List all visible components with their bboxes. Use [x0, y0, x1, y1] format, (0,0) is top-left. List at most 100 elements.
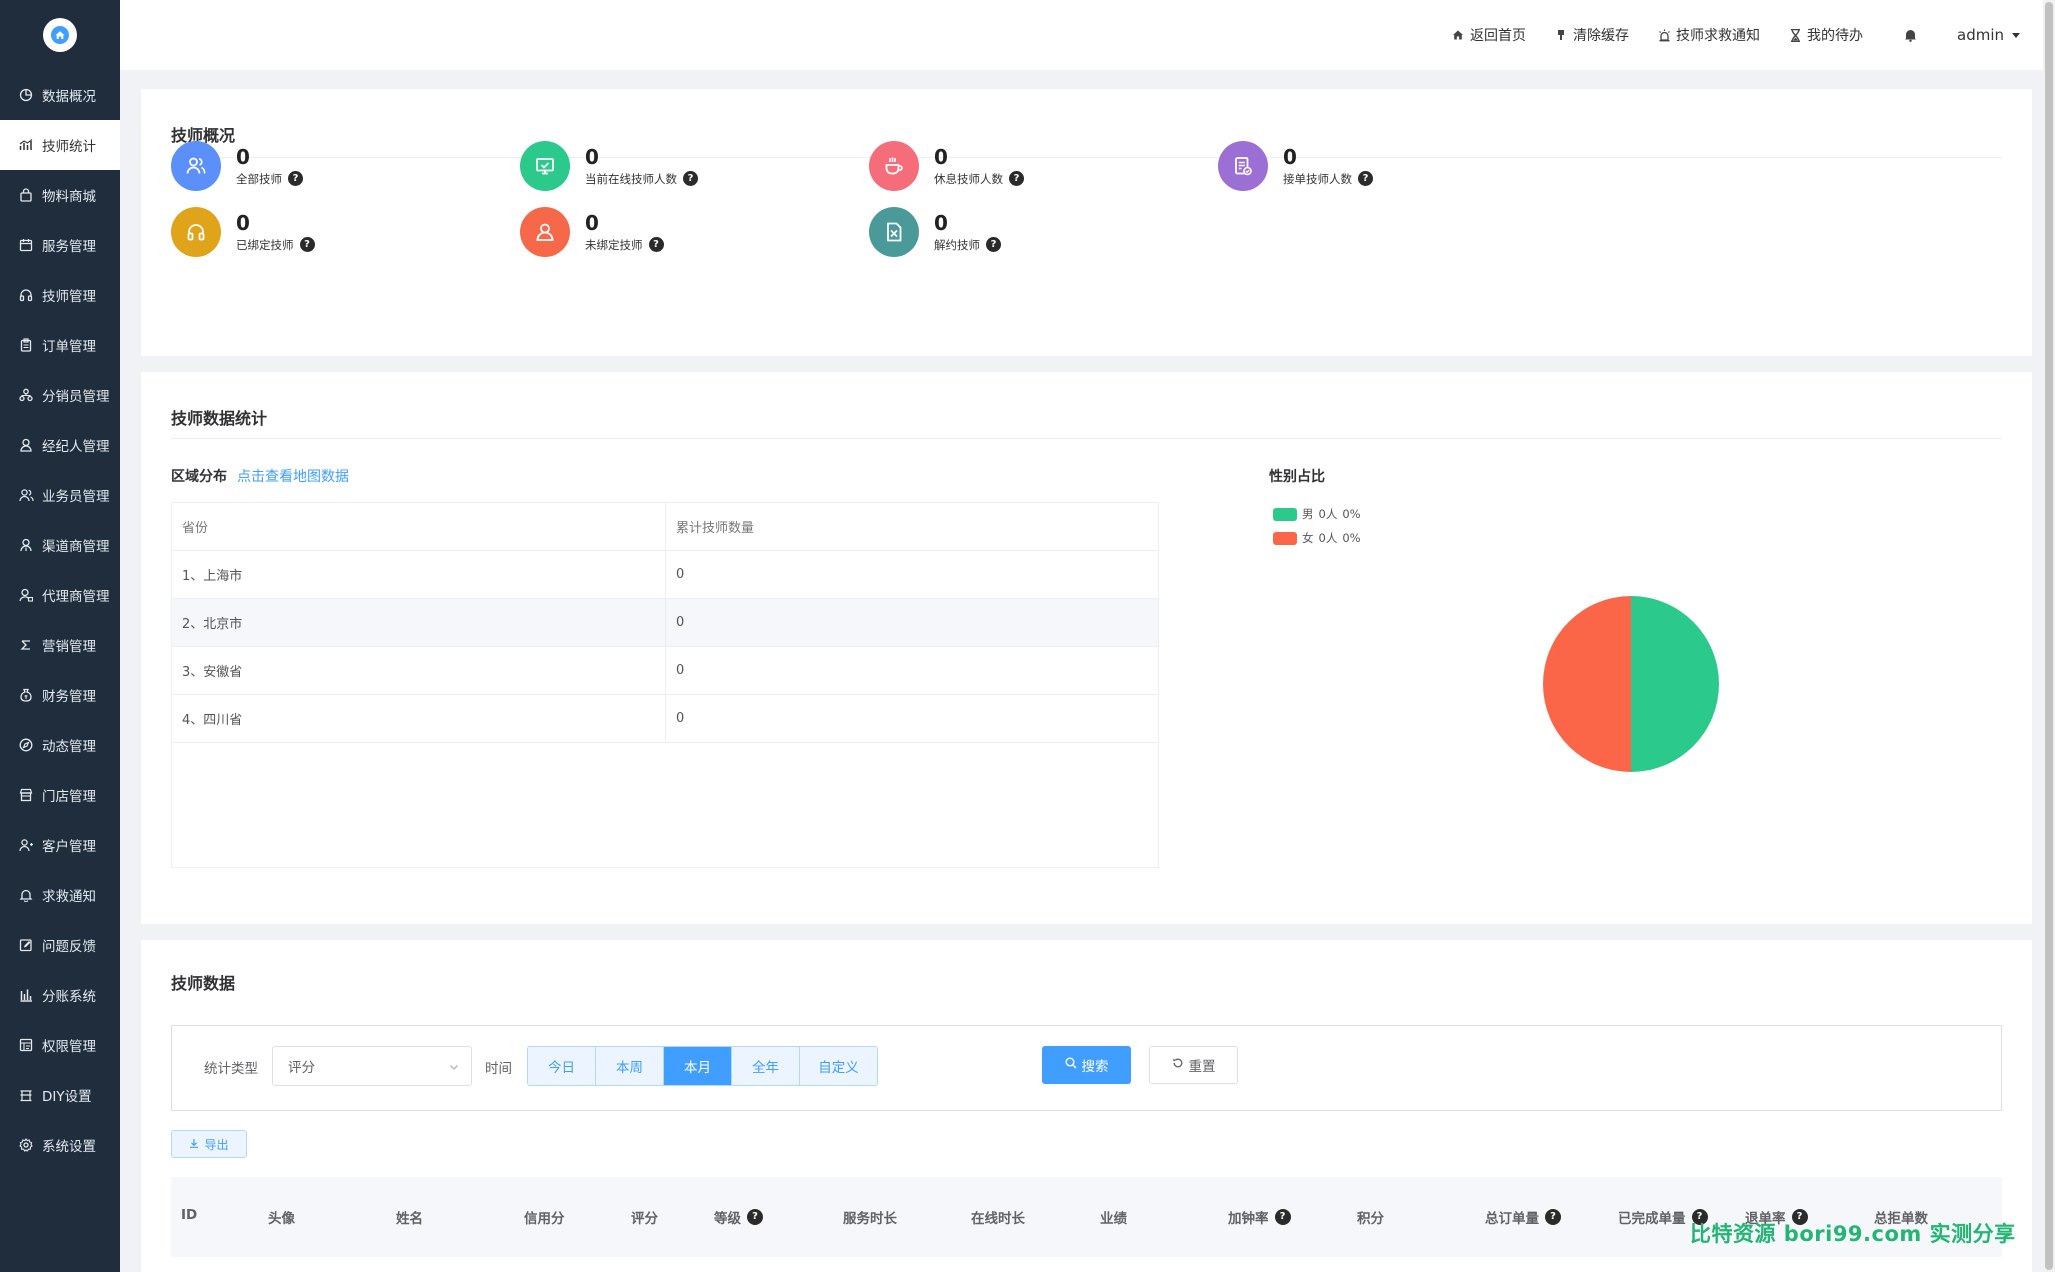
help-icon[interactable]: ?: [1791, 1209, 1808, 1225]
sidebar-item[interactable]: 数据概况: [0, 70, 120, 120]
permission-icon: [16, 1035, 36, 1055]
pie-slice-女[interactable]: [1543, 596, 1631, 772]
sidebar-item[interactable]: 分账系统: [0, 970, 120, 1020]
reset-button[interactable]: 重置: [1149, 1046, 1238, 1084]
sidebar-item[interactable]: DIY设置: [0, 1070, 120, 1120]
sidebar-item[interactable]: 求救通知: [0, 870, 120, 920]
statistics-title: 技师数据统计: [171, 409, 268, 428]
stat-type-select[interactable]: 评分: [272, 1046, 472, 1086]
legend-item[interactable]: 女 0人 0%: [1273, 526, 1361, 550]
help-icon[interactable]: ?: [1358, 171, 1373, 186]
sidebar-item-label: 财务管理: [42, 689, 96, 705]
help-icon[interactable]: ?: [1691, 1209, 1708, 1225]
sidebar-item[interactable]: 业务员管理: [0, 470, 120, 520]
help-icon[interactable]: ?: [299, 237, 315, 252]
export-button[interactable]: 导出: [171, 1130, 247, 1158]
sidebar-item[interactable]: 订单管理: [0, 320, 120, 370]
time-option[interactable]: 本周: [596, 1047, 664, 1085]
stat-label-text: 接单技师人数: [1283, 171, 1352, 186]
hourglass-icon: [1788, 28, 1802, 42]
sidebar-item[interactable]: 动态管理: [0, 720, 120, 770]
count-header: 累计技师数量: [676, 521, 755, 536]
stat-label: 休息技师人数?: [934, 171, 1024, 187]
sidebar-nav: 数据概况 技师统计 物料商城 服务管理 技师管理 订单管理 分销员管理 经纪人管理业务员管理渠…: [0, 70, 120, 1170]
user-name: admin: [1957, 26, 2004, 44]
sidebar-item-label: DIY设置: [42, 1089, 92, 1105]
column-header-label: 信用分: [524, 1211, 565, 1227]
sos-notice-link[interactable]: 技师求救通知: [1657, 25, 1760, 45]
monitor-icon: [520, 141, 570, 191]
column-header: 积分: [1357, 1207, 1384, 1227]
sidebar-item[interactable]: 技师统计: [0, 120, 120, 170]
sidebar-item[interactable]: 营销管理: [0, 620, 120, 670]
person-icon: [520, 207, 570, 257]
sidebar-item-label: 分账系统: [42, 989, 96, 1005]
stat-text: 0 未绑定技师?: [585, 212, 664, 253]
sidebar-item[interactable]: 系统设置: [0, 1120, 120, 1170]
time-option[interactable]: 今日: [528, 1047, 596, 1085]
logo[interactable]: [0, 0, 120, 70]
legend-item[interactable]: 男 0人 0%: [1273, 502, 1361, 526]
help-icon[interactable]: ?: [683, 171, 698, 186]
help-icon[interactable]: ?: [1274, 1209, 1291, 1225]
legend-label: 女: [1302, 531, 1314, 545]
stat-item: 0 全部技师?: [171, 141, 303, 191]
sidebar-item[interactable]: 问题反馈: [0, 920, 120, 970]
customers-icon: [16, 835, 36, 855]
column-header: 退单率?: [1745, 1207, 1808, 1227]
sidebar-item[interactable]: 服务管理: [0, 220, 120, 270]
stat-label-text: 未绑定技师: [585, 237, 643, 252]
time-option[interactable]: 自定义: [800, 1047, 877, 1085]
sidebar-item[interactable]: 技师管理: [0, 270, 120, 320]
search-button[interactable]: 搜索: [1042, 1046, 1131, 1084]
sidebar-item[interactable]: 分销员管理: [0, 370, 120, 420]
sidebar-item[interactable]: 权限管理: [0, 1020, 120, 1070]
map-data-link[interactable]: 点击查看地图数据: [237, 469, 349, 485]
province-header: 省份: [172, 503, 666, 550]
column-header-label: 头像: [268, 1211, 295, 1227]
sidebar-item-label: 业务员管理: [42, 489, 110, 505]
column-header: 总订单量?: [1485, 1207, 1561, 1227]
sidebar-item[interactable]: 财务管理: [0, 670, 120, 720]
province-cell: 2、北京市: [172, 599, 666, 646]
help-icon[interactable]: ?: [1545, 1209, 1561, 1225]
help-icon[interactable]: ?: [747, 1209, 763, 1225]
sidebar-item-label: 动态管理: [42, 739, 96, 755]
pie-slice-男[interactable]: [1631, 596, 1719, 772]
help-icon[interactable]: ?: [648, 237, 664, 252]
home-link[interactable]: 返回首页: [1451, 25, 1526, 45]
help-icon[interactable]: ?: [986, 237, 1001, 252]
column-header-label: 业绩: [1100, 1211, 1127, 1227]
user-menu[interactable]: admin: [1957, 26, 2020, 44]
page-scrollbar[interactable]: [2043, 0, 2055, 1272]
column-header-label: 加钟率: [1228, 1211, 1269, 1227]
legend-swatch: [1273, 507, 1297, 521]
sidebar-item[interactable]: 代理商管理: [0, 570, 120, 620]
money-bag-icon: [16, 685, 36, 705]
notification-bell[interactable]: [1903, 28, 1917, 42]
scrollbar-thumb[interactable]: [2045, 2, 2053, 1270]
download-icon: [189, 1137, 199, 1151]
sidebar-item[interactable]: 渠道商管理: [0, 520, 120, 570]
stat-item: 0 已绑定技师?: [171, 207, 315, 257]
stat-label-text: 全部技师: [236, 171, 282, 186]
legend-label: 男: [1302, 507, 1314, 521]
stat-value: 0: [934, 210, 948, 235]
agent-icon: [16, 435, 36, 455]
todo-link[interactable]: 我的待办: [1788, 25, 1863, 45]
help-icon[interactable]: ?: [288, 171, 303, 186]
help-icon[interactable]: ?: [1009, 171, 1024, 186]
time-option[interactable]: 本月: [664, 1047, 732, 1085]
column-header: 总拒单数: [1874, 1207, 1928, 1227]
sidebar: 数据概况 技师统计 物料商城 服务管理 技师管理 订单管理 分销员管理 经纪人管理业务员管理渠…: [0, 0, 120, 1272]
column-header-label: 已完成单量: [1618, 1211, 1686, 1227]
region-title: 区域分布: [171, 469, 227, 485]
sidebar-item[interactable]: 客户管理: [0, 820, 120, 870]
clear-cache-link[interactable]: 清除缓存: [1554, 25, 1629, 45]
sidebar-item[interactable]: 经纪人管理: [0, 420, 120, 470]
marketing-icon: [16, 635, 36, 655]
sidebar-item[interactable]: 门店管理: [0, 770, 120, 820]
time-option[interactable]: 全年: [732, 1047, 800, 1085]
sidebar-item[interactable]: 物料商城: [0, 170, 120, 220]
watermark: 比特资源 bori99.com 实测分享: [1690, 1222, 2016, 1246]
